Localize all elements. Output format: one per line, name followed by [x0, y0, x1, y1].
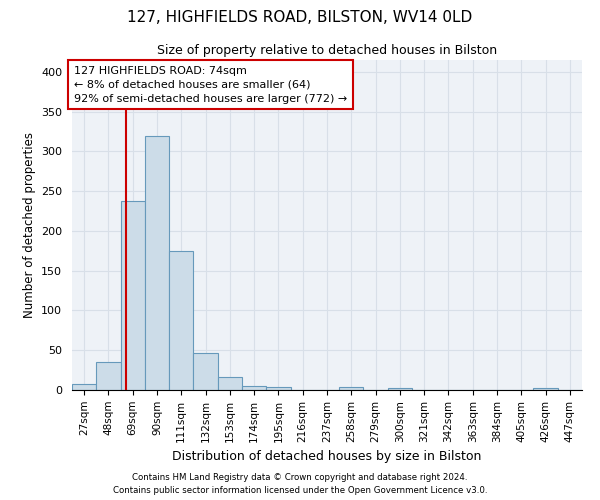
Bar: [388, 388, 412, 390]
Text: Contains HM Land Registry data © Crown copyright and database right 2024.
Contai: Contains HM Land Registry data © Crown c…: [113, 474, 487, 495]
Bar: [218, 378, 242, 390]
Bar: [339, 387, 364, 390]
Title: Size of property relative to detached houses in Bilston: Size of property relative to detached ho…: [157, 44, 497, 58]
Bar: [193, 354, 218, 390]
Bar: [96, 362, 121, 390]
Bar: [121, 200, 145, 390]
Bar: [72, 384, 96, 390]
Bar: [169, 251, 193, 390]
Bar: [266, 387, 290, 390]
Bar: [242, 386, 266, 390]
Y-axis label: Number of detached properties: Number of detached properties: [23, 132, 35, 318]
Bar: [145, 136, 169, 390]
Text: 127 HIGHFIELDS ROAD: 74sqm
← 8% of detached houses are smaller (64)
92% of semi-: 127 HIGHFIELDS ROAD: 74sqm ← 8% of detac…: [74, 66, 347, 104]
Text: 127, HIGHFIELDS ROAD, BILSTON, WV14 0LD: 127, HIGHFIELDS ROAD, BILSTON, WV14 0LD: [127, 10, 473, 25]
Bar: [533, 388, 558, 390]
X-axis label: Distribution of detached houses by size in Bilston: Distribution of detached houses by size …: [172, 450, 482, 463]
